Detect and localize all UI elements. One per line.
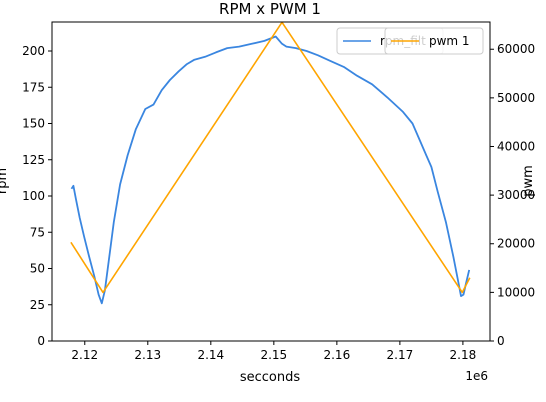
x-tick-label: 2.16 xyxy=(323,348,350,362)
right-tick-label: 60000 xyxy=(497,42,535,56)
right-tick-label: 30000 xyxy=(497,188,535,202)
plot-frame xyxy=(51,21,491,342)
left-tick-label: 25 xyxy=(30,298,45,312)
left-tick-label: 100 xyxy=(22,189,45,203)
left-y-axis-label: rpm xyxy=(0,168,10,194)
left-tick-label: 50 xyxy=(30,262,45,276)
right-y-axis: 0 10000 20000 30000 40000 50000 60000 xyxy=(490,42,535,348)
right-tick-label: 20000 xyxy=(497,237,535,251)
right-tick-label: 10000 xyxy=(497,285,535,299)
left-tick-label: 0 xyxy=(37,334,45,348)
x-axis: 2.12 2.13 2.14 2.15 2.16 2.17 2.18 xyxy=(71,341,476,362)
left-tick-label: 150 xyxy=(22,117,45,131)
chart-title: RPM x PWM 1 xyxy=(219,0,321,18)
right-tick-label: 50000 xyxy=(497,91,535,105)
x-tick-label: 2.14 xyxy=(197,348,224,362)
right-y-axis-label: pwm xyxy=(521,165,536,197)
x-tick-label: 2.13 xyxy=(134,348,161,362)
left-tick-label: 200 xyxy=(22,44,45,58)
series-layer xyxy=(70,21,471,305)
left-tick-label: 175 xyxy=(22,80,45,94)
left-tick-label: 75 xyxy=(30,225,45,239)
x-tick-label: 2.12 xyxy=(71,348,98,362)
x-axis-label: secconds xyxy=(240,370,301,385)
left-y-axis: 0 25 50 75 100 125 150 175 200 xyxy=(22,44,52,348)
series-line-1 xyxy=(70,21,471,294)
right-tick-label: 40000 xyxy=(497,139,535,153)
x-tick-label: 2.15 xyxy=(260,348,287,362)
x-tick-label: 2.18 xyxy=(450,348,477,362)
right-tick-label: 0 xyxy=(497,334,505,348)
x-offset-label: 1e6 xyxy=(465,369,488,383)
legend-pwm-label: pwm 1 xyxy=(429,34,470,48)
left-tick-label: 125 xyxy=(22,153,45,167)
x-tick-label: 2.17 xyxy=(387,348,414,362)
series-line-0 xyxy=(70,35,471,305)
legend-pwm: pwm 1 xyxy=(384,27,484,55)
